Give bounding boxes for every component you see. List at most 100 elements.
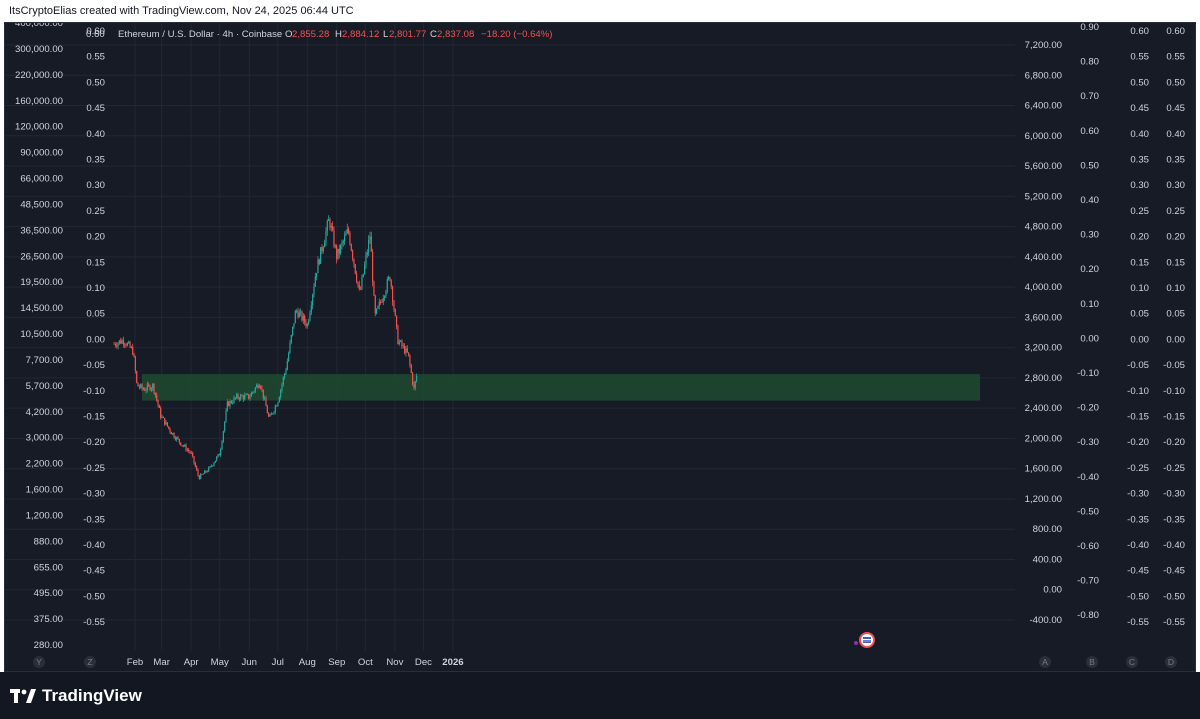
candle (356, 270, 358, 284)
log-axis-label: 220,000.00 (15, 70, 63, 81)
oscillator-axis: 0.60 0.55 0.50 0.45 0.40 0.35 0.30 0.25 0.20 0.15… (83, 26, 105, 628)
corner-letter: B (1089, 657, 1095, 667)
oscillator-d-label: -0.10 (1163, 386, 1185, 397)
footer-bar: TradingView (0, 672, 1200, 719)
candle (290, 334, 292, 345)
oscillator-b-label: -0.40 (1077, 472, 1099, 483)
corner-badge (1126, 656, 1138, 668)
oscillator-c-label: -0.30 (1127, 489, 1149, 500)
oscillator-axis-label: 0.55 (86, 52, 105, 63)
candle (325, 227, 327, 246)
candle (292, 326, 294, 337)
candle (305, 319, 307, 329)
oscillator-axis-label: 0.00 (86, 334, 105, 345)
candle (333, 226, 335, 249)
legend-high-label: H (335, 29, 342, 40)
oscillator-d-label: 0.15 (1166, 257, 1185, 268)
candle (245, 393, 247, 396)
price-chart[interactable]: 400,000.00 300,000.00 220,000.00 160,000.00… (5, 23, 1197, 673)
candle (382, 294, 384, 306)
candle (378, 298, 380, 310)
oscillator-c-axis: 0.60 0.55 0.50 0.45 0.40 0.35 0.30 0.25 0.20 0.15… (1127, 26, 1149, 628)
candle (261, 385, 263, 393)
price-axis-label: 2,400.00 (1025, 403, 1062, 414)
candle (321, 244, 323, 255)
candle (176, 436, 178, 442)
candle (226, 399, 228, 412)
price-axis-label: 800.00 (1033, 524, 1062, 535)
log-axis-label: 3,000.00 (26, 433, 63, 444)
oscillator-d-axis: 0.60 0.55 0.50 0.45 0.40 0.35 0.30 0.25 0.20 0.15… (1163, 26, 1185, 628)
candle (216, 455, 218, 462)
candle (205, 470, 207, 474)
tradingview-logo[interactable]: TradingView (10, 685, 142, 707)
oscillator-d-label: -0.20 (1163, 437, 1185, 448)
candle (352, 249, 354, 262)
candle (141, 383, 143, 391)
candle (180, 442, 182, 446)
log-axis-label: 66,000.00 (20, 174, 63, 185)
candle (129, 340, 131, 348)
candle (270, 411, 272, 416)
oscillator-c-label: -0.10 (1127, 386, 1149, 397)
oscillator-d-label: -0.45 (1163, 566, 1185, 577)
oscillator-c-label: 0.40 (1130, 129, 1149, 140)
oscillator-c-label: -0.50 (1127, 591, 1149, 602)
candle (354, 264, 356, 275)
oscillator-axis-label: 0.25 (86, 206, 105, 217)
price-axis-label: 4,400.00 (1025, 252, 1062, 263)
candle (128, 340, 130, 344)
candle (410, 363, 412, 374)
candle (237, 392, 239, 400)
time-axis-label: Dec (415, 657, 432, 668)
candle (122, 336, 124, 348)
candlesticks (113, 215, 418, 480)
candle (298, 309, 300, 318)
oscillator-c-label: -0.40 (1127, 540, 1149, 551)
time-axis-label: Jun (242, 657, 257, 668)
oscillator-c-label: -0.20 (1127, 437, 1149, 448)
candle (230, 399, 232, 404)
candle (256, 383, 258, 388)
candle (181, 445, 183, 447)
candle (233, 395, 235, 404)
candle (145, 387, 147, 394)
price-axis-label: 0.00 (1043, 585, 1062, 596)
candle (220, 447, 222, 458)
oscillator-c-label: -0.25 (1127, 463, 1149, 474)
candle (394, 308, 396, 317)
candle (160, 406, 162, 420)
oscillator-c-label: 0.20 (1130, 232, 1149, 243)
candle (401, 339, 403, 349)
candle (357, 281, 359, 288)
log-axis-label: 10,500.00 (20, 329, 63, 340)
candle (336, 244, 338, 264)
oscillator-c-label: 0.15 (1130, 257, 1149, 268)
price-axis-label: 1,200.00 (1025, 494, 1062, 505)
candle (341, 239, 343, 250)
candle (249, 393, 251, 401)
candle (285, 367, 287, 376)
chart-frame[interactable]: 400,000.00 300,000.00 220,000.00 160,000.00… (4, 22, 1196, 672)
candle (368, 235, 370, 257)
flag-icon[interactable] (854, 632, 875, 648)
candle (198, 474, 200, 480)
candle (282, 376, 284, 387)
candle (302, 313, 304, 324)
candle (113, 341, 115, 345)
price-axis[interactable]: 7,200.00 6,800.00 6,400.00 6,000.00 5,600.00… (1025, 40, 1062, 626)
oscillator-b-axis: 0.90 0.80 0.70 0.60 0.50 0.40 0.30 0.20 0.10 0.00… (1077, 23, 1099, 621)
log-axis-label: 375.00 (34, 614, 63, 625)
oscillator-d-label: -0.55 (1163, 617, 1185, 628)
candle (389, 276, 391, 282)
time-axis[interactable]: Feb Mar Apr May Jun Jul Aug Sep Oct Nov Dec 2026 (127, 657, 464, 668)
legend-low-label: L (383, 29, 389, 40)
candle (361, 274, 363, 291)
candle (362, 273, 364, 278)
oscillator-axis-label: 0.10 (86, 283, 105, 294)
candle (242, 394, 244, 402)
oscillator-c-label: 0.45 (1130, 103, 1149, 114)
log-axis-label: 280.00 (34, 640, 63, 651)
oscillator-axis-label: 0.20 (86, 232, 105, 243)
candle (288, 351, 290, 362)
